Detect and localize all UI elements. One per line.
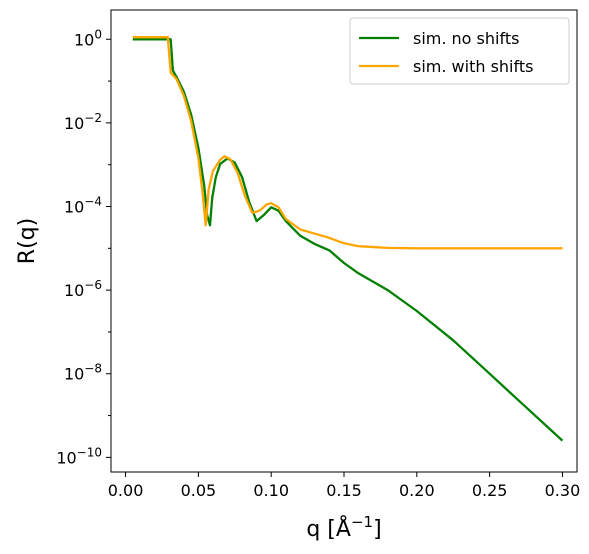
y-tick-exponent: 0 — [94, 27, 102, 41]
y-tick-exponent: −2 — [84, 111, 102, 125]
y-tick-label: 10−8 — [64, 362, 102, 384]
y-tick-exponent: −10 — [77, 445, 102, 459]
y-tick-base: 10 — [64, 365, 84, 384]
y-tick-label: 10−6 — [64, 278, 102, 300]
y-tick-base: 10 — [64, 198, 84, 217]
legend-label: sim. with shifts — [413, 57, 533, 76]
x-axis-label-main: q [Å — [306, 515, 351, 542]
x-tick-label: 0.00 — [108, 481, 144, 500]
y-tick-base: 10 — [64, 281, 84, 300]
y-tick-exponent: −6 — [84, 278, 102, 292]
legend-label: sim. no shifts — [413, 29, 519, 48]
x-axis-label-close: ] — [373, 517, 382, 542]
x-tick-label: 0.05 — [181, 481, 217, 500]
y-tick-exponent: −4 — [84, 195, 102, 209]
series-line-1 — [132, 36, 563, 250]
y-axis-label: R(q) — [15, 218, 40, 264]
y-tick-label: 10−2 — [64, 111, 102, 133]
x-axis-ticks: 0.00 0.05 0.10 0.15 0.20 0.25 0.30 — [108, 472, 581, 500]
x-tick-label: 0.25 — [472, 481, 508, 500]
y-tick-base: 10 — [64, 114, 84, 133]
series-line-0 — [132, 38, 564, 442]
legend: sim. no shifts sim. with shifts — [349, 17, 570, 85]
x-tick-label: 0.10 — [253, 481, 289, 500]
y-tick-base: 10 — [74, 30, 94, 49]
plot-lines — [132, 36, 564, 442]
y-tick-base: 10 — [56, 448, 76, 467]
y-tick-exponent: −8 — [84, 362, 102, 376]
x-tick-label: 0.30 — [545, 481, 581, 500]
legend-box — [349, 17, 570, 85]
y-tick-label: 10−4 — [64, 195, 102, 217]
x-axis-label: q [Å−1] — [306, 513, 381, 542]
x-tick-label: 0.15 — [326, 481, 362, 500]
y-tick-label: 10−10 — [56, 445, 102, 467]
y-tick-label: 100 — [74, 27, 102, 49]
x-axis-label-exp: −1 — [351, 513, 373, 531]
x-tick-label: 0.20 — [399, 481, 435, 500]
